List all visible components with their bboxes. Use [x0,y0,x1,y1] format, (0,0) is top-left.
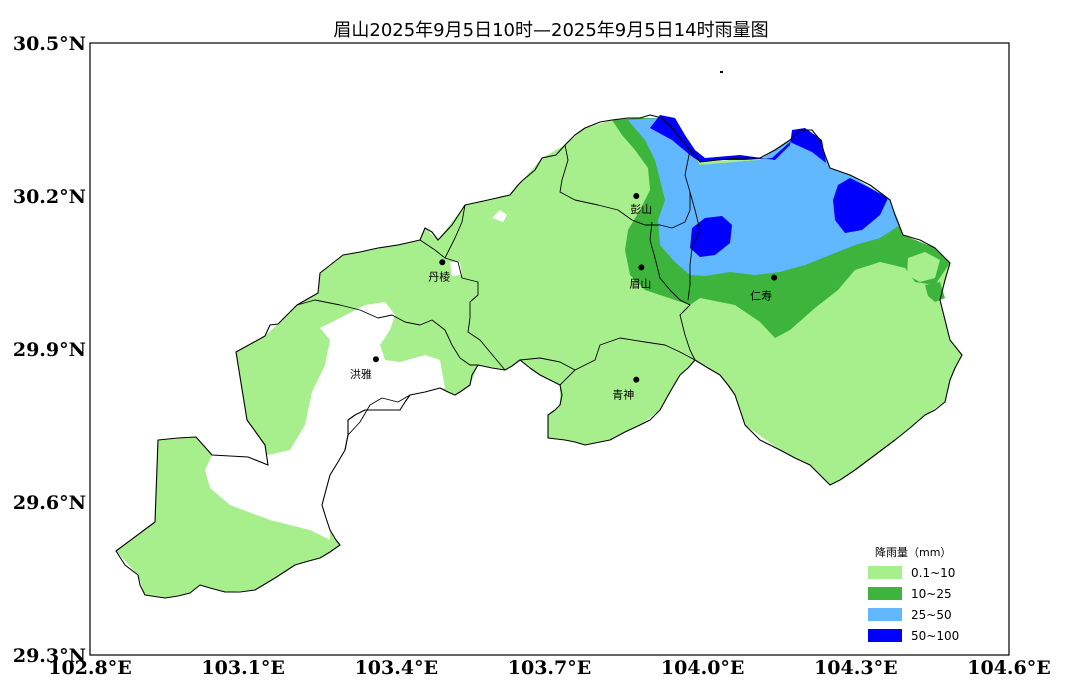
zone-no-rain-dot1 [492,210,507,222]
city-label: 眉山 [629,277,651,290]
county-boundary-qingshen [559,337,696,386]
y-axis-ticks: 30.5°N 30.2°N 29.9°N 29.6°N 29.3°N [13,33,86,667]
county-boundary-west [444,204,466,259]
x-tick-label: 103.4°E [355,657,438,679]
city-dot [771,274,778,281]
x-tick-label: 102.8°E [48,657,131,679]
legend-label: 25~50 [911,608,952,622]
x-axis-ticks: 102.8°E 103.1°E 103.4°E 103.7°E 104.0°E 104.3… [48,657,1050,679]
legend: 降雨量（mm） 0.1~10 10~25 25~50 50~100 [868,545,959,643]
y-tick-label: 29.9°N [13,339,86,361]
city-dot [633,193,640,199]
legend-title: 降雨量（mm） [875,545,951,559]
county-boundary-hongya-south [344,394,411,451]
zone-50-100-center [690,216,732,257]
y-tick-label: 30.2°N [13,186,86,208]
county-boundary-hongya [296,299,478,366]
y-tick-label: 30.5°N [13,33,86,55]
city-dot [633,376,640,383]
county-boundary-pengshan [559,144,691,229]
x-tick-label: 103.7°E [508,657,591,679]
legend-swatch [868,629,902,642]
county-boundary-renshou [687,191,701,301]
x-tick-label: 103.1°E [201,657,284,679]
zone-10-25-east [925,282,945,302]
city-dot [372,356,379,363]
city-dot [439,259,446,266]
legend-swatch [868,587,902,600]
x-tick-label: 104.0°E [661,657,744,679]
legend-label: 10~25 [911,587,952,601]
boundaries [115,114,963,599]
city-dot [638,264,645,271]
city-label: 丹棱 [428,270,450,283]
map-title: 眉山2025年9月5日10时—2025年9月5日14时雨量图 [333,20,768,41]
legend-label: 0.1~10 [911,566,955,580]
x-tick-label: 104.3°E [814,657,897,679]
city-label: 青神 [612,388,634,402]
county-boundary-dongpo [649,221,696,361]
y-tick-label: 29.6°N [13,492,86,514]
city-label: 仁寿 [750,289,772,303]
legend-label: 50~100 [911,629,959,643]
zone-no-rain-west [205,302,445,540]
x-tick-label: 104.6°E [967,657,1050,679]
legend-swatch [868,608,902,621]
city-label: 彭山 [630,202,652,216]
y-tick-label: 29.3°N [13,645,86,667]
top-marker [720,71,723,73]
zone-50-100-east [833,178,888,233]
city-label: 洪雅 [350,367,372,381]
legend-swatch [868,566,902,579]
county-boundary-central [519,357,576,371]
zone-0-1-10-east-island [907,252,940,282]
zone-50-100-north [650,115,826,163]
